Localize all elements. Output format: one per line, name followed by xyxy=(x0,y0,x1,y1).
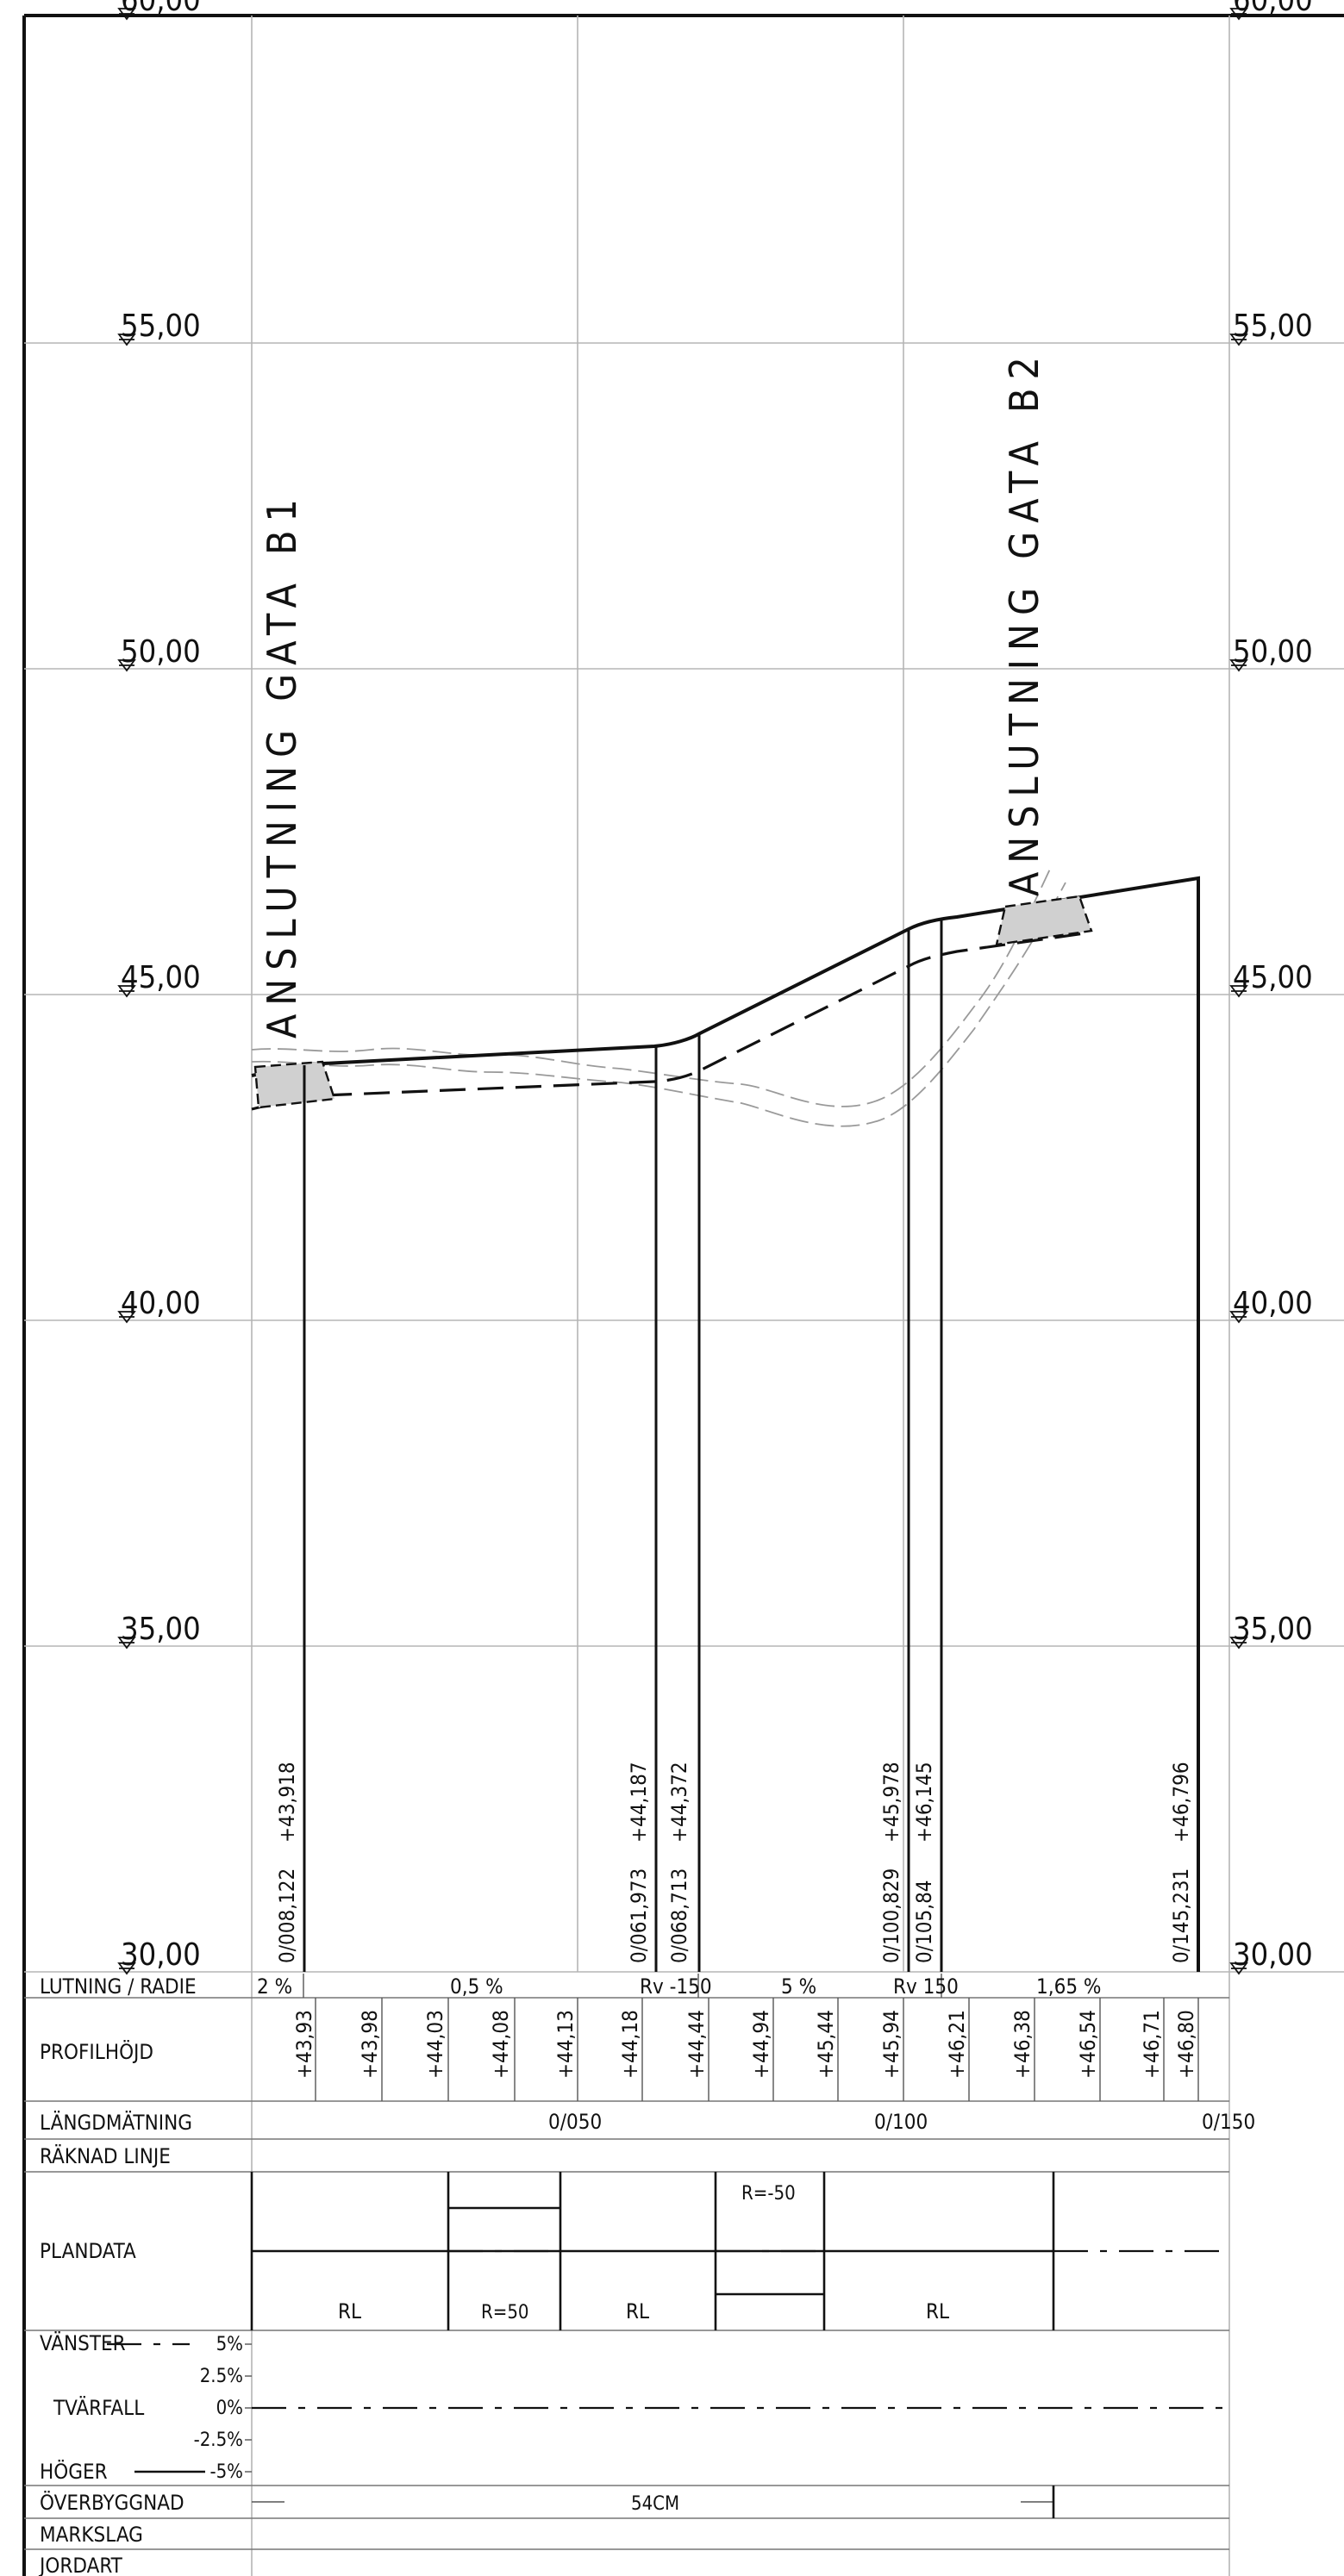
langdmatning-values: 0/050 0/100 0/150 xyxy=(548,2110,1255,2134)
plandata-element: RL xyxy=(338,2299,361,2323)
profilhojd-value: +43,93 xyxy=(292,2010,316,2079)
level-label: 55,00 xyxy=(1233,309,1313,344)
plandata-element: RL xyxy=(926,2299,949,2323)
plandata-labels: R=-50 RL R=50 RL RL xyxy=(338,2183,949,2323)
slope-value: 5 % xyxy=(781,1974,816,1999)
point-height: +44,372 xyxy=(667,1762,691,1843)
level-label: 50,00 xyxy=(121,634,201,670)
design-profile-line xyxy=(251,876,1200,1972)
crossfall-value: -5% xyxy=(209,2461,243,2483)
station-gridlines xyxy=(251,16,1230,2576)
row-label-raknad: RÄKNAD LINJE xyxy=(40,2143,171,2168)
row-label-overbyggnad: ÖVERBYGGNAD xyxy=(40,2490,184,2515)
plandata-radius: R=50 xyxy=(481,2302,529,2323)
point-station: 0/145,231 xyxy=(1169,1868,1193,1963)
station-value: 0/100 xyxy=(874,2110,928,2134)
row-label-lutning: LUTNING / RADIE xyxy=(40,1974,197,1999)
annotation-gata-b1: ANSLUTNING GATA B1 xyxy=(259,490,305,1039)
row-label-plandata: PLANDATA xyxy=(40,2239,136,2263)
profilhojd-value: +43,98 xyxy=(358,2010,382,2079)
point-station: 0/068,713 xyxy=(667,1868,691,1963)
station-value: 0/150 xyxy=(1202,2110,1255,2134)
tvarfall-ticks xyxy=(245,2343,252,2473)
point-station: 0/008,122 xyxy=(275,1868,299,1963)
row-label-hoger: HÖGER xyxy=(40,2459,108,2484)
lutning-values: 2 % 0,5 % Rv -150 5 % Rv 150 1,65 % xyxy=(257,1974,1101,1999)
point-verticals xyxy=(303,920,943,1972)
crossfall-value: 0% xyxy=(216,2398,243,2419)
profilhojd-value: +45,44 xyxy=(814,2010,838,2079)
level-label: 45,00 xyxy=(1233,960,1313,995)
level-label: 30,00 xyxy=(1233,1937,1313,1973)
annotation-gata-b2: ANSLUTNING GATA B2 xyxy=(1001,348,1047,896)
slope-value: 2 % xyxy=(257,1974,292,1999)
subgrade-dashed-line xyxy=(251,931,1091,1111)
tvarfall-values: 5% 2.5% 0% -2.5% -5% xyxy=(194,2334,243,2483)
point-station: 0/100,829 xyxy=(879,1868,903,1963)
point-station: 0/061,973 xyxy=(627,1868,651,1963)
profilhojd-value: +46,21 xyxy=(945,2010,969,2079)
radius-value: Rv 150 xyxy=(893,1974,959,1999)
point-height: +44,187 xyxy=(627,1762,651,1843)
profilhojd-value: +46,71 xyxy=(1140,2010,1164,2079)
level-labels-left: 60,00 55,00 50,00 45,00 40,00 35,00 30,0… xyxy=(121,0,201,1973)
plandata-radius: R=-50 xyxy=(741,2183,796,2205)
station-value: 0/050 xyxy=(548,2110,602,2134)
overbyggnad-value: 54CM xyxy=(631,2493,679,2515)
plandata-element: RL xyxy=(626,2299,649,2323)
connection-b1-hatch xyxy=(253,1060,336,1109)
row-label-langdmatning: LÄNGDMÄTNING xyxy=(40,2110,192,2135)
slope-value: 1,65 % xyxy=(1036,1974,1101,1999)
crossfall-value: 5% xyxy=(216,2334,243,2355)
point-height: +43,918 xyxy=(275,1762,299,1843)
profilhojd-value: +44,94 xyxy=(749,2010,773,2079)
slope-value: 0,5 % xyxy=(450,1974,503,1999)
level-gridlines xyxy=(24,342,1344,1973)
point-height: +45,978 xyxy=(879,1762,903,1843)
level-label: 45,00 xyxy=(121,960,201,995)
level-label: 40,00 xyxy=(1233,1286,1313,1321)
level-marker-icons xyxy=(117,8,1248,1975)
row-labels: LUTNING / RADIE PROFILHÖJD LÄNGDMÄTNING … xyxy=(38,1974,197,2576)
level-label: 55,00 xyxy=(121,309,201,344)
profilhojd-value: +46,80 xyxy=(1174,2010,1198,2079)
row-label-jordart: JORDART xyxy=(38,2554,123,2576)
profilhojd-value: +44,44 xyxy=(685,2010,709,2079)
profilhojd-value: +44,18 xyxy=(618,2010,642,2079)
level-label: 35,00 xyxy=(1233,1612,1313,1647)
profilhojd-value: +44,03 xyxy=(423,2010,447,2079)
point-station: 0/105,84 xyxy=(912,1880,936,1963)
profilhojd-column-ticks xyxy=(315,1998,1199,2101)
profilhojd-value: +44,08 xyxy=(489,2010,513,2079)
radius-value: Rv -150 xyxy=(640,1974,712,1999)
plandata-figure xyxy=(250,2172,1229,2330)
level-label: 35,00 xyxy=(121,1612,201,1647)
point-labels: 0/008,122 +43,918 0/061,973 +44,187 0/06… xyxy=(275,1762,1193,1963)
row-label-profilhojd: PROFILHÖJD xyxy=(40,2039,153,2064)
crossfall-value: 2.5% xyxy=(200,2366,243,2387)
connection-b2-hatch xyxy=(995,895,1093,946)
level-label: 60,00 xyxy=(121,0,201,18)
existing-ground-lines xyxy=(251,864,1066,1127)
profilhojd-value: +44,13 xyxy=(553,2010,578,2079)
profilhojd-value: +46,38 xyxy=(1010,2010,1035,2079)
crossfall-value: -2.5% xyxy=(194,2429,243,2451)
level-label: 30,00 xyxy=(121,1937,201,1973)
level-label: 50,00 xyxy=(1233,634,1313,670)
point-height: +46,145 xyxy=(912,1762,936,1843)
profilhojd-value: +45,94 xyxy=(879,2010,903,2079)
profilhojd-value: +46,54 xyxy=(1076,2010,1100,2079)
level-label: 60,00 xyxy=(1233,0,1313,18)
profilhojd-values: +43,93 +43,98 +44,03 +44,08 +44,13 +44,1… xyxy=(292,2010,1198,2079)
level-label: 40,00 xyxy=(121,1286,201,1321)
row-label-tvarfall: TVÄRFALL xyxy=(53,2395,144,2420)
row-label-vanster: VÄNSTER xyxy=(40,2330,126,2355)
point-height: +46,796 xyxy=(1169,1762,1193,1843)
level-labels-right: 60,00 55,00 50,00 45,00 40,00 35,00 30,0… xyxy=(1233,0,1313,1973)
profile-table xyxy=(24,1974,1229,2550)
row-label-markslag: MARKSLAG xyxy=(40,2523,143,2547)
